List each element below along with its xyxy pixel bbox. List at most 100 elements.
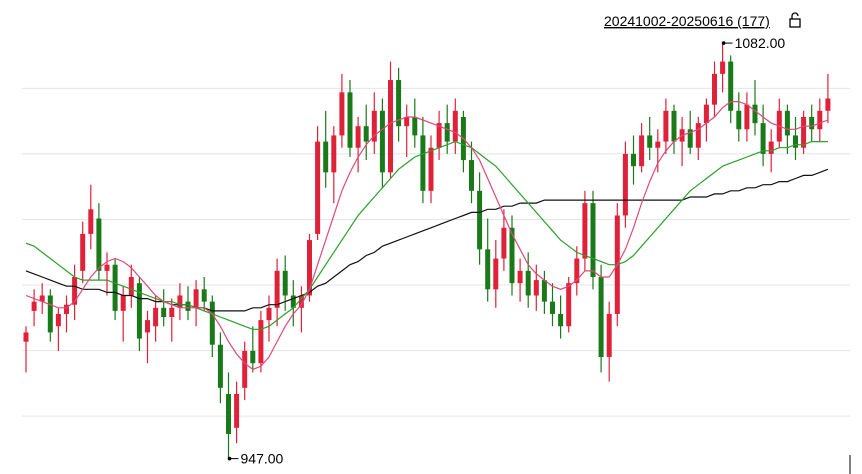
candle-body <box>509 227 515 284</box>
chart-title: 20241002-20250616 (177) <box>604 13 770 29</box>
candle-body <box>817 110 823 130</box>
candle-body <box>347 92 353 148</box>
candle-body <box>161 307 167 318</box>
candle-body <box>801 116 807 148</box>
candle-body <box>47 295 53 333</box>
candle-body <box>825 98 831 111</box>
candle-body <box>177 295 183 308</box>
candle-body <box>671 110 677 142</box>
candle-body <box>784 110 790 136</box>
annotation-label: 947.00 <box>241 451 284 467</box>
candle-body <box>663 110 669 142</box>
candle-body <box>307 240 312 296</box>
candle-body <box>574 258 580 284</box>
candle-body <box>355 126 361 148</box>
annotation-dot <box>227 456 232 461</box>
annotation-dot <box>721 41 726 45</box>
candle-body <box>525 270 531 296</box>
candle-body <box>153 307 159 327</box>
candle-body <box>541 280 547 302</box>
candle-body <box>485 249 491 290</box>
candle-body <box>31 301 37 311</box>
candle-body <box>226 393 231 434</box>
candle-body <box>282 270 288 296</box>
candle-body <box>331 135 337 173</box>
candle-body <box>217 344 223 388</box>
candle-body <box>469 160 474 191</box>
candle-body <box>185 301 191 311</box>
candle-body <box>258 320 264 364</box>
candle-body <box>234 393 240 428</box>
candle-body <box>444 123 450 142</box>
candle-body <box>379 110 385 173</box>
candle-body <box>631 153 636 167</box>
candle-body <box>703 104 709 124</box>
candle-body <box>695 123 701 148</box>
candle-body <box>298 295 304 308</box>
candle-body <box>209 301 215 345</box>
candle-body <box>96 218 102 271</box>
candle-body <box>606 313 612 358</box>
candle-body <box>242 350 248 388</box>
moving-average-line <box>25 101 829 371</box>
candle-body <box>169 307 175 318</box>
candle-body <box>266 307 272 321</box>
candle-body <box>396 80 402 127</box>
candle-body <box>558 313 564 327</box>
candle-body <box>793 135 798 148</box>
candle-body <box>736 110 742 130</box>
candle-body <box>428 147 434 191</box>
candle-body <box>598 277 604 358</box>
candle-body <box>687 129 693 148</box>
candle-body <box>712 73 717 105</box>
candle-body <box>404 116 410 127</box>
candle-body <box>639 135 645 167</box>
candle-body <box>533 280 539 296</box>
candle-body <box>315 141 321 234</box>
candle-body <box>501 227 507 259</box>
candle-body <box>728 61 734 111</box>
candle-body <box>193 289 199 308</box>
candle-body <box>145 320 150 333</box>
candle-body <box>452 110 458 142</box>
candle-body <box>412 116 418 136</box>
candle-body <box>323 141 329 173</box>
candle-body <box>768 141 774 154</box>
candle-body <box>39 295 45 302</box>
candle-body <box>420 135 426 191</box>
candle-body <box>582 203 588 259</box>
candle-body <box>517 270 523 284</box>
candle-body <box>493 258 499 290</box>
candle-body <box>363 126 369 142</box>
candle-body <box>80 233 86 271</box>
candle-body <box>388 80 393 173</box>
moving-average-line <box>25 140 828 330</box>
candle-body <box>752 104 758 124</box>
candle-body <box>339 92 345 136</box>
candle-body <box>104 264 110 271</box>
candle-body <box>201 289 207 302</box>
candle-body <box>436 123 442 148</box>
candle-body <box>477 190 483 250</box>
candle-body <box>655 141 661 148</box>
candle-body <box>88 209 94 234</box>
candle-body <box>112 264 118 311</box>
candle-body <box>720 61 726 74</box>
candle-body <box>622 153 628 216</box>
candle-body <box>371 110 377 142</box>
candle-body <box>290 295 296 308</box>
candle-body <box>64 304 69 314</box>
candle-body <box>809 116 815 130</box>
candle-body <box>250 350 256 364</box>
candle-body <box>744 104 750 130</box>
annotation-label: 1082.00 <box>735 35 786 51</box>
candle-body <box>23 332 29 342</box>
candle-body <box>72 277 78 305</box>
moving-average-line <box>25 168 829 312</box>
candle-body <box>590 203 596 278</box>
candle-body <box>647 135 653 148</box>
candle-body <box>566 283 572 327</box>
lock-icon <box>789 12 801 28</box>
candle-body <box>120 295 126 311</box>
candle-body <box>760 123 766 154</box>
